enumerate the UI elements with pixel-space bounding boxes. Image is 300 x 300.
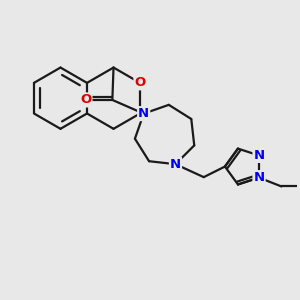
Text: O: O <box>80 93 92 106</box>
Text: N: N <box>254 149 265 162</box>
Text: N: N <box>170 158 181 171</box>
Text: O: O <box>134 76 146 89</box>
Text: N: N <box>254 171 265 184</box>
Text: N: N <box>138 107 149 120</box>
